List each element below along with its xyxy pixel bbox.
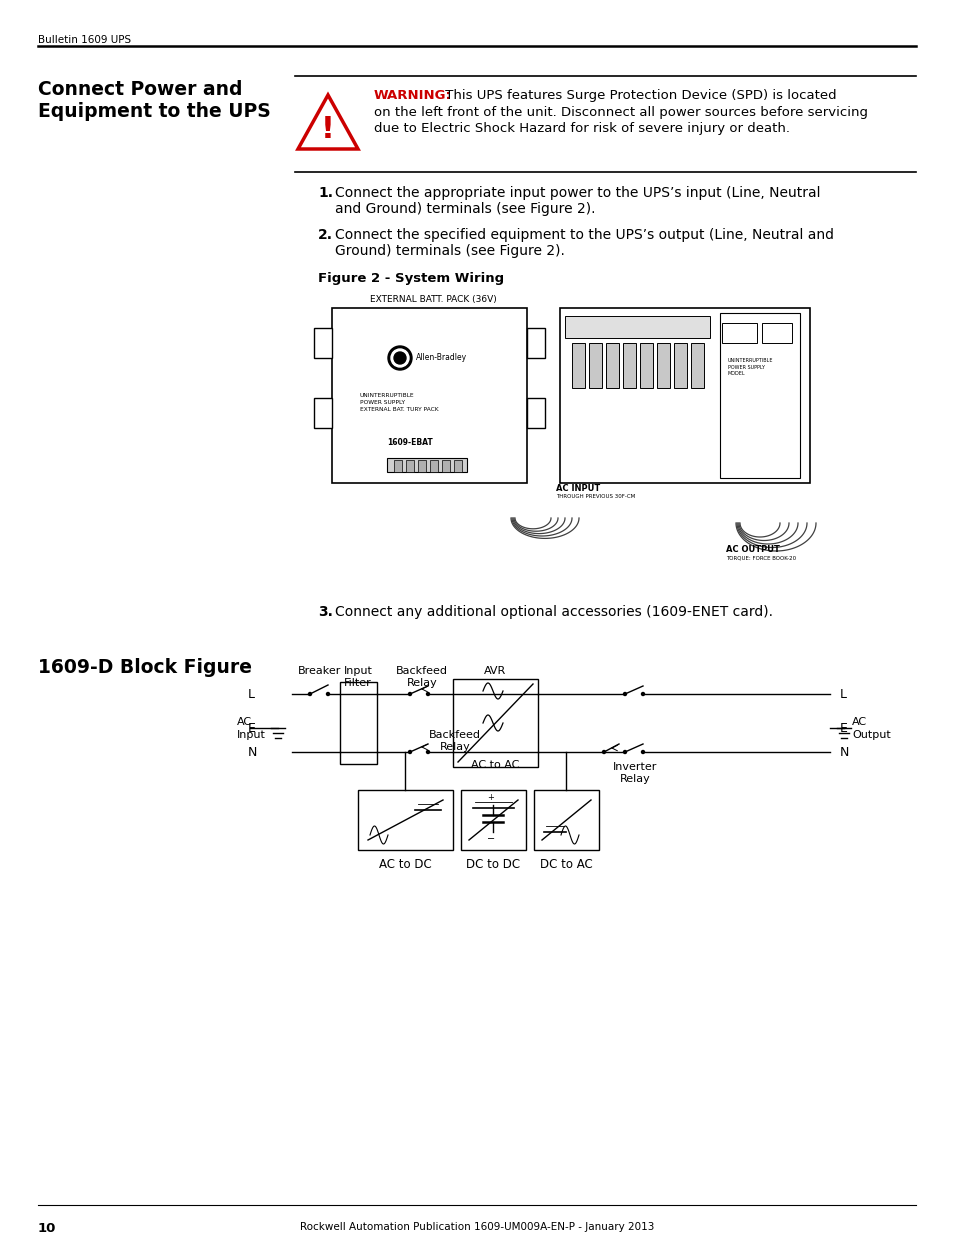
Circle shape <box>408 751 411 753</box>
Text: 2.: 2. <box>317 228 333 242</box>
Text: L: L <box>840 688 846 700</box>
Text: THROUGH PREVIOUS 30F-CM: THROUGH PREVIOUS 30F-CM <box>556 494 635 499</box>
Bar <box>453 679 537 767</box>
Bar <box>394 459 401 472</box>
Text: E: E <box>248 721 255 735</box>
Bar <box>441 459 450 472</box>
Text: DC to DC: DC to DC <box>466 858 520 871</box>
Bar <box>720 312 800 478</box>
Text: !: ! <box>321 116 335 144</box>
Text: Input
Filter: Input Filter <box>343 666 372 688</box>
Text: AC: AC <box>236 718 252 727</box>
Circle shape <box>640 751 644 753</box>
Bar <box>559 308 809 483</box>
Circle shape <box>394 352 406 364</box>
Circle shape <box>408 693 411 695</box>
Text: N: N <box>248 746 257 758</box>
Bar <box>690 343 703 388</box>
Text: This UPS features Surge Protection Device (SPD) is located: This UPS features Surge Protection Devic… <box>440 89 836 103</box>
Circle shape <box>388 346 412 370</box>
Text: Allen-Bradley: Allen-Bradley <box>416 353 467 363</box>
Text: Inverter
Relay: Inverter Relay <box>612 762 657 784</box>
Circle shape <box>308 693 312 695</box>
Circle shape <box>426 751 429 753</box>
Bar <box>387 458 467 472</box>
Circle shape <box>602 751 605 753</box>
Bar <box>639 343 652 388</box>
Text: Breaker: Breaker <box>298 666 341 676</box>
Circle shape <box>623 751 626 753</box>
Bar <box>721 324 757 343</box>
Bar <box>430 459 437 472</box>
Text: UNINTERRUPTIBLE
POWER SUPPLY
MODEL: UNINTERRUPTIBLE POWER SUPPLY MODEL <box>727 358 773 377</box>
Bar <box>564 316 709 338</box>
Text: Ground) terminals (see Figure 2).: Ground) terminals (see Figure 2). <box>335 245 564 258</box>
Bar <box>588 343 601 388</box>
Text: AC to DC: AC to DC <box>378 858 432 871</box>
Text: due to Electric Shock Hazard for risk of severe injury or death.: due to Electric Shock Hazard for risk of… <box>374 122 789 135</box>
Text: Rockwell Automation Publication 1609-UM009A-EN-P - January 2013: Rockwell Automation Publication 1609-UM0… <box>299 1221 654 1233</box>
Bar <box>622 343 636 388</box>
Text: on the left front of the unit. Disconnect all power sources before servicing: on the left front of the unit. Disconnec… <box>374 106 867 119</box>
Text: 1.: 1. <box>317 186 333 200</box>
Text: DC to AC: DC to AC <box>539 858 592 871</box>
Text: Input: Input <box>236 730 266 740</box>
Text: Output: Output <box>851 730 890 740</box>
Text: L: L <box>248 688 254 700</box>
Bar <box>417 459 426 472</box>
Text: AC INPUT: AC INPUT <box>556 484 599 493</box>
Circle shape <box>640 693 644 695</box>
Text: Connect any additional optional accessories (1609-ENET card).: Connect any additional optional accessor… <box>335 605 772 619</box>
Text: WARNING:: WARNING: <box>374 89 452 103</box>
Bar <box>526 329 544 358</box>
Bar <box>605 343 618 388</box>
Bar <box>572 343 584 388</box>
Text: 10: 10 <box>38 1221 56 1235</box>
Bar <box>657 343 669 388</box>
Text: Backfeed
Relay: Backfeed Relay <box>395 666 448 688</box>
Text: and Ground) terminals (see Figure 2).: and Ground) terminals (see Figure 2). <box>335 203 595 216</box>
Text: Backfeed
Relay: Backfeed Relay <box>429 730 480 752</box>
Text: Connect Power and: Connect Power and <box>38 80 242 99</box>
Text: AC: AC <box>851 718 866 727</box>
Text: E: E <box>840 721 847 735</box>
Bar <box>526 398 544 429</box>
Text: −: − <box>486 834 495 844</box>
Bar <box>761 324 791 343</box>
Text: Equipment to the UPS: Equipment to the UPS <box>38 103 271 121</box>
Bar <box>314 329 332 358</box>
Bar <box>673 343 686 388</box>
Text: +: + <box>487 793 494 802</box>
Text: EXTERNAL BATT. PACK (36V): EXTERNAL BATT. PACK (36V) <box>370 295 497 304</box>
Bar <box>534 790 598 850</box>
Text: N: N <box>840 746 848 758</box>
Text: UNINTERRUPTIBLE
POWER SUPPLY
EXTERNAL BAT. TURY PACK: UNINTERRUPTIBLE POWER SUPPLY EXTERNAL BA… <box>359 393 438 412</box>
Circle shape <box>623 693 626 695</box>
Bar <box>460 790 525 850</box>
Text: Connect the appropriate input power to the UPS’s input (Line, Neutral: Connect the appropriate input power to t… <box>335 186 820 200</box>
Text: Figure 2 - System Wiring: Figure 2 - System Wiring <box>317 272 503 285</box>
Polygon shape <box>297 95 357 149</box>
Bar <box>314 398 332 429</box>
Text: AC OUTPUT: AC OUTPUT <box>725 545 779 555</box>
Text: Connect the specified equipment to the UPS’s output (Line, Neutral and: Connect the specified equipment to the U… <box>335 228 833 242</box>
Text: TORQUE: FORCE BOOK-20: TORQUE: FORCE BOOK-20 <box>725 555 796 559</box>
Bar <box>406 459 414 472</box>
Text: Bulletin 1609 UPS: Bulletin 1609 UPS <box>38 35 131 44</box>
Circle shape <box>426 693 429 695</box>
Bar <box>454 459 461 472</box>
Text: 1609-EBAT: 1609-EBAT <box>387 438 433 447</box>
Text: AVR: AVR <box>483 666 506 676</box>
Circle shape <box>326 693 329 695</box>
Text: 3.: 3. <box>317 605 333 619</box>
Text: AC to AC: AC to AC <box>471 760 518 769</box>
Bar <box>332 308 526 483</box>
Text: 1609-D Block Figure: 1609-D Block Figure <box>38 658 252 677</box>
Bar <box>357 790 453 850</box>
Bar <box>339 682 376 764</box>
Circle shape <box>391 350 409 367</box>
